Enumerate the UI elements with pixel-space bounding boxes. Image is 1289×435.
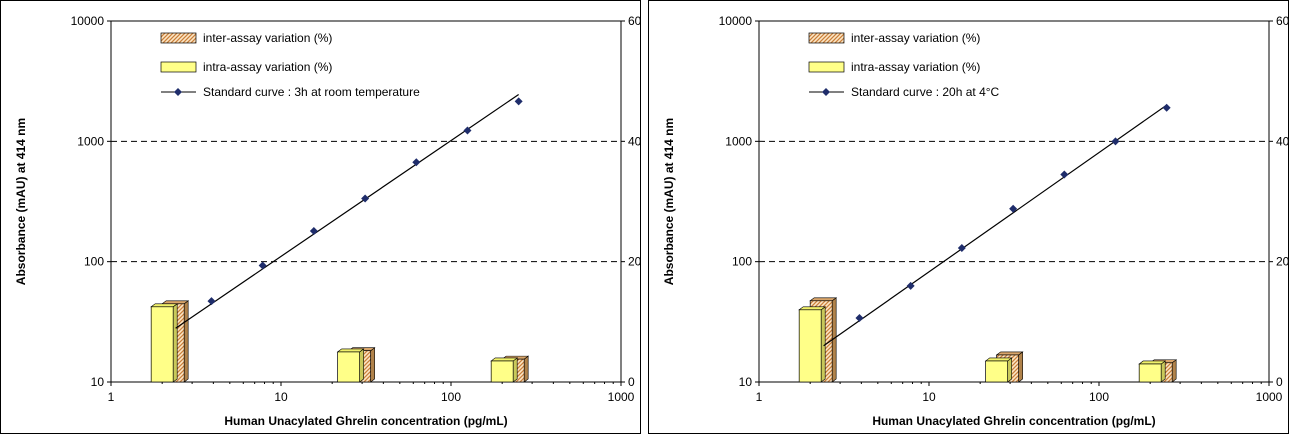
x-tick-label: 1 [108, 390, 115, 404]
legend-label-curve: Standard curve : 20h at 4°C [851, 85, 1000, 99]
y2-tick-label: 0 [1276, 375, 1283, 389]
y-tick-label: 10000 [71, 14, 105, 28]
x-tick-label: 1 [756, 390, 763, 404]
y-tick-label: 1000 [725, 134, 752, 148]
legend-swatch-inter [160, 32, 197, 44]
inter-bar-side [1018, 351, 1023, 383]
standard-curve-point [1162, 103, 1171, 112]
intra-assay-bar [490, 360, 514, 383]
y-tick-label: 10 [91, 375, 105, 389]
y-axis-label: Absorbance (mAU) at 414 nm [662, 118, 676, 285]
legend-label-inter: inter-assay variation (%) [851, 31, 980, 45]
legend-swatch-intra [808, 61, 845, 73]
x-tick-label: 10 [922, 390, 936, 404]
standard-curve-point [1009, 204, 1018, 213]
y2-tick-label: 20 [628, 255, 641, 269]
inter-bar-side [523, 355, 529, 383]
standard-curve-point [514, 97, 523, 106]
inter-bar-top [809, 297, 838, 302]
standard-curve-point [1111, 137, 1120, 146]
standard-curve-point [957, 243, 966, 252]
y-tick-label: 10000 [719, 14, 753, 28]
intra-bar-top [984, 357, 1013, 362]
intra-assay-bar [985, 360, 1008, 383]
legend-label-curve: Standard curve : 3h at room temperature [203, 85, 420, 99]
intra-bar-top [150, 303, 179, 308]
standard-curve-point [207, 297, 216, 306]
legend-swatch-inter [808, 32, 845, 44]
standard-curve-point [361, 194, 370, 203]
legend: inter-assay variation (%) intra-assay var… [808, 31, 1000, 99]
intra-assay-bar [337, 351, 360, 383]
legend-label-intra: intra-assay variation (%) [851, 60, 980, 74]
x-tick-label: 100 [441, 390, 461, 404]
legend: inter-assay variation (%) intra-assay var… [160, 31, 420, 99]
x-tick-label: 1000 [608, 390, 635, 404]
intra-bar-top [1138, 360, 1167, 365]
inter-bar-side [1171, 359, 1177, 383]
y2-tick-label: 60 [628, 14, 641, 28]
y2-tick-label: 40 [1276, 134, 1289, 148]
x-axis-label: Human Unacylated Ghrelin concentration (… [224, 414, 507, 428]
y-tick-label: 100 [732, 255, 752, 269]
y2-tick-label: 20 [1276, 255, 1289, 269]
legend-label-inter: inter-assay variation (%) [203, 31, 332, 45]
y2-tick-label: 60 [1276, 14, 1289, 28]
standard-curve-point [906, 281, 915, 290]
y-tick-label: 10 [739, 375, 753, 389]
standard-curve-point [258, 261, 267, 270]
inter-bar-side [183, 300, 189, 383]
intra-bar-side [512, 357, 518, 383]
inter-bar-side [370, 347, 375, 383]
intra-bar-side [1007, 357, 1012, 383]
inter-bar-top [995, 351, 1024, 356]
intra-bar-top [490, 357, 519, 362]
inter-bar-top [161, 300, 190, 305]
intra-bar-top [336, 348, 365, 353]
legend-swatch-curve-marker [174, 88, 182, 96]
intra-bar-side [1160, 360, 1166, 383]
standard-curve-point [855, 314, 864, 323]
intra-assay-bar [798, 309, 822, 383]
legend-swatch-intra [160, 61, 197, 73]
legend-label-intra: intra-assay variation (%) [203, 60, 332, 74]
y-axis-label: Absorbance (mAU) at 414 nm [14, 118, 28, 285]
standard-curve-fit-line [175, 94, 519, 329]
intra-bar-side [359, 348, 364, 383]
intra-assay-bar [150, 306, 174, 383]
chart-panel-left: 10 100 1000 10000 0 20 40 60 1 10 100 1000 Human Una… [0, 0, 641, 434]
x-tick-label: 100 [1089, 390, 1109, 404]
intra-assay-bar [1138, 363, 1162, 383]
y2-tick-label: 0 [628, 375, 635, 389]
x-tick-label: 1000 [1256, 390, 1283, 404]
standard-curve-point [412, 158, 421, 167]
standard-curve-point [309, 226, 318, 235]
legend-swatch-curve-marker [822, 88, 830, 96]
intra-bar-side [172, 303, 178, 383]
standard-curve-fit-line [823, 104, 1167, 347]
standard-curve-point [463, 126, 472, 135]
y-tick-label: 100 [84, 255, 104, 269]
x-tick-label: 10 [274, 390, 288, 404]
y-tick-label: 1000 [77, 134, 104, 148]
standard-curve-point [1060, 170, 1069, 179]
x-axis-label: Human Unacylated Ghrelin concentration (… [872, 414, 1155, 428]
chart-panel-right: 10 100 1000 10000 0 20 40 60 1 10 100 1000 Human Una… [648, 0, 1289, 434]
intra-bar-top [798, 306, 827, 311]
y2-tick-label: 40 [628, 134, 641, 148]
